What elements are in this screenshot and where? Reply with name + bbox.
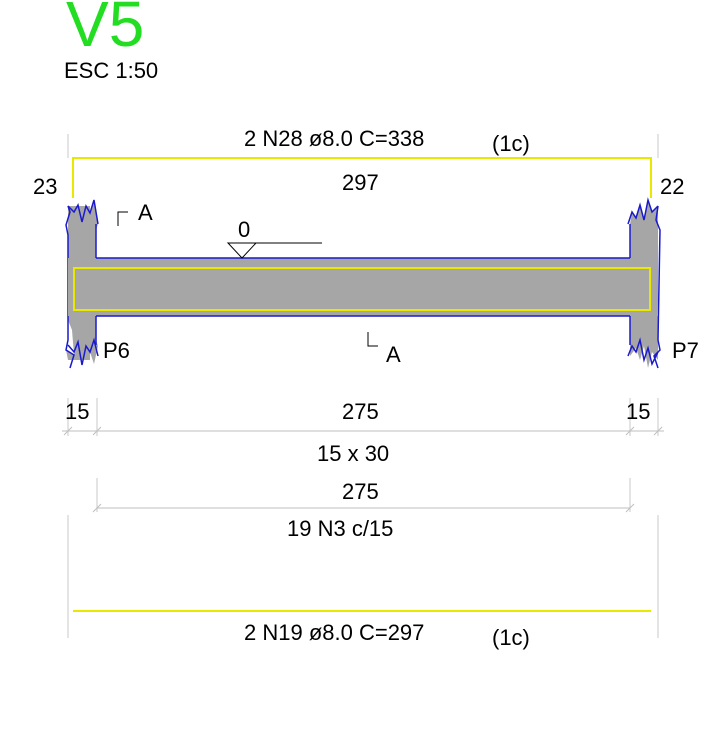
beam-title: V5 [66,0,144,60]
support-right-label: P7 [672,338,699,363]
scale-label: ESC 1:50 [64,58,158,83]
top-rebar-length: 297 [342,170,379,195]
level-value: 0 [238,217,250,242]
stirrup-label: 19 N3 c/15 [287,516,393,541]
section-mark-bottom [367,332,378,347]
top-rebar [72,157,652,198]
span-dimension-line [62,426,664,436]
bottom-rebar-layer: (1c) [492,625,530,650]
section-label-top: A [138,200,153,225]
hook-left-length: 23 [33,174,57,199]
bottom-rebar-label: 2 N19 ø8.0 C=297 [244,620,424,645]
section-mark-top [117,211,128,226]
stirrup-dimension-line [92,503,635,513]
beam-body [68,258,658,316]
extension-lines [67,134,659,638]
support-left-label: P6 [103,338,130,363]
hook-right-length: 22 [660,174,684,199]
section-dimensions: 15 x 30 [317,441,389,466]
dim-left-support: 15 [65,399,89,424]
stirrup-span: 275 [342,479,379,504]
top-rebar-label: 2 N28 ø8.0 C=338 [244,126,424,151]
level-triangle [226,242,258,259]
dim-right-support: 15 [626,399,650,424]
stirrup-outline [73,267,651,311]
dim-span: 275 [342,399,379,424]
top-rebar-layer: (1c) [492,131,530,156]
section-label-bottom: A [386,342,401,367]
